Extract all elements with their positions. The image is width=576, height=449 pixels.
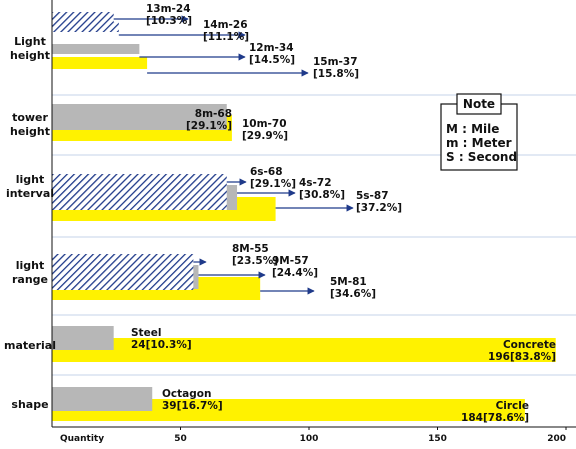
bar-value-label-line: [29.9%] xyxy=(242,130,288,142)
bar-value-label-line: 10m-70 xyxy=(242,118,287,130)
axes: Quantity 50 100 150 200 xyxy=(51,0,576,444)
x-tick-label: 200 xyxy=(547,434,566,444)
note-box-frame xyxy=(440,103,518,171)
bar-hatched xyxy=(52,12,114,22)
x-tick-label: 100 xyxy=(300,434,319,444)
bar-value-label: 12m-34 [14.5%] xyxy=(249,42,295,66)
bar-value-label-line: 14m-26 xyxy=(203,19,248,31)
bar-value-label-line: [24.4%] xyxy=(272,267,318,279)
bar-value-label-line: [37.2%] xyxy=(356,202,402,214)
bar-value-label-line: [14.5%] xyxy=(249,54,295,66)
note-line-second: S : Second xyxy=(446,150,517,164)
bar-value-label-line: 6s-68 xyxy=(250,166,283,178)
category-label: light interval xyxy=(6,173,54,200)
bar-value-label: 15m-37 [15.8%] xyxy=(313,56,359,80)
bar-yellow xyxy=(52,399,525,421)
bar-value-label-line: [30.8%] xyxy=(299,189,345,201)
bar-value-label-line: Circle xyxy=(496,400,529,412)
bar-value-label-line: 8M-55 xyxy=(232,243,269,255)
category-label: tower height xyxy=(10,111,50,138)
category-label-line: light xyxy=(16,173,45,186)
bar-value-label-line: [15.8%] xyxy=(313,68,359,80)
bar-value-label: Circle 184[78.6%] xyxy=(461,400,529,424)
note-box: Note M : Mile m : Meter S : Second xyxy=(440,93,518,171)
category-label: material xyxy=(4,339,56,352)
bar-value-label-line: [11.1%] xyxy=(203,31,249,43)
bar-value-label-line: 5s-87 xyxy=(356,190,389,202)
category-label-line: range xyxy=(12,273,48,286)
bar-hatched xyxy=(52,174,227,210)
bar-value-label: 10m-70 [29.9%] xyxy=(242,118,288,142)
bar-value-label-line: Steel xyxy=(131,327,161,339)
x-axis-label: Quantity xyxy=(60,434,104,444)
bar-value-label-line: 24[10.3%] xyxy=(131,339,192,351)
category-label: shape xyxy=(11,398,48,411)
bar-value-label-line: 4s-72 xyxy=(299,177,332,189)
x-tick-label: 50 xyxy=(174,434,187,444)
category-label-line: interval xyxy=(6,187,54,200)
note-title: Note xyxy=(463,97,495,111)
bar-value-label: Octagon 39[16.7%] xyxy=(162,388,223,412)
bar-value-label-line: 15m-37 xyxy=(313,56,358,68)
note-line-mile: M : Mile xyxy=(446,122,499,136)
bar-hatched xyxy=(52,254,194,290)
bar-value-label-line: 196[83.8%] xyxy=(488,351,556,363)
category-label: light range xyxy=(12,259,48,286)
bar-value-label-line: 5M-81 xyxy=(330,276,367,288)
bar-value-label: Concrete 196[83.8%] xyxy=(488,339,556,363)
bar-gray xyxy=(52,44,140,54)
note-line-meter: m : Meter xyxy=(446,136,512,150)
bar-label-arrows xyxy=(113,15,354,295)
bar-value-label-line: Octagon xyxy=(162,388,211,400)
category-label: Light height xyxy=(10,35,50,62)
bar-gray xyxy=(52,104,227,130)
bar-value-label-line: 39[16.7%] xyxy=(162,400,223,412)
bar-hatched xyxy=(52,22,119,32)
category-label-line: tower xyxy=(12,111,48,124)
bar-gray xyxy=(52,387,153,411)
bar-yellow xyxy=(52,57,148,69)
bar-value-label: 8M-55 [23.5%] xyxy=(232,243,278,267)
bar-value-label-line: 12m-34 xyxy=(249,42,294,54)
bar-value-label-line: Concrete xyxy=(503,339,556,351)
bar-value-label-line: [29.1%] xyxy=(186,120,232,132)
bar-value-label: 5M-81 [34.6%] xyxy=(330,276,376,300)
bar-value-label: 14m-26 [11.1%] xyxy=(203,19,249,43)
bar-value-label-line: 8m-68 xyxy=(195,108,232,120)
bar-gray xyxy=(52,326,114,350)
category-label-line: Light xyxy=(14,35,46,48)
bar-value-label-line: 184[78.6%] xyxy=(461,412,529,424)
bar-value-label-line: [29.1%] xyxy=(250,178,296,190)
bar-value-label: 13m-24 [10.3%] xyxy=(146,3,192,27)
bar-value-label-line: [10.3%] xyxy=(146,15,192,27)
category-label-line: material xyxy=(4,339,56,352)
bar-value-label-line: 9M-57 xyxy=(272,255,309,267)
note-title-frame xyxy=(456,93,502,115)
category-label-line: height xyxy=(10,125,50,138)
x-tick-label: 150 xyxy=(428,434,447,444)
bar-value-label: 6s-68 [29.1%] xyxy=(250,166,296,190)
bar-value-label: 8m-68 [29.1%] xyxy=(186,108,232,132)
bar-value-label-line: 13m-24 xyxy=(146,3,191,15)
bar-value-label: 4s-72 [30.8%] xyxy=(299,177,345,201)
bar-value-label: 5s-87 [37.2%] xyxy=(356,190,402,214)
category-label-line: shape xyxy=(11,398,48,411)
bar-value-label-line: [23.5%] xyxy=(232,255,278,267)
category-label-line: height xyxy=(10,49,50,62)
category-label-line: light xyxy=(16,259,45,272)
bar-value-label: 9M-57 [24.4%] xyxy=(272,255,318,279)
bars xyxy=(52,12,556,421)
bar-value-label-line: [34.6%] xyxy=(330,288,376,300)
bar-yellow xyxy=(52,338,556,362)
bar-labels: 13m-24 [10.3%] 14m-26 [11.1%]12m-34 [14.5%] 1… xyxy=(131,3,556,424)
bar-value-label: Steel 24[10.3%] xyxy=(131,327,192,351)
